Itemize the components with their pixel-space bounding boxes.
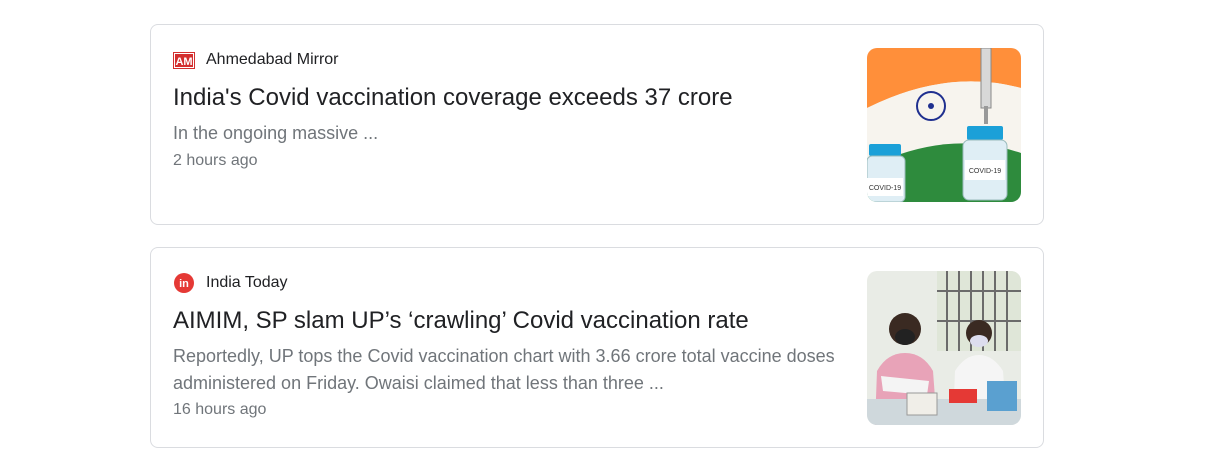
- news-card[interactable]: in India Today AIMIM, SP slam UP’s ‘craw…: [150, 247, 1044, 448]
- news-timestamp: 16 hours ago: [173, 401, 267, 418]
- vial-label: COVID-19: [869, 185, 901, 192]
- news-snippet: In the ongoing massive ...: [173, 123, 379, 143]
- vaccine-vials-india-flag-image[interactable]: COVID-19 COVID-19: [867, 48, 1021, 202]
- news-source: in India Today: [173, 272, 288, 294]
- vaccination-centre-health-workers-image[interactable]: [867, 271, 1021, 425]
- source-name: Ahmedabad Mirror: [206, 51, 339, 68]
- vial-label: COVID-19: [969, 168, 1001, 175]
- news-headline-link[interactable]: AIMIM, SP slam UP’s ‘crawling’ Covid vac…: [173, 307, 749, 334]
- news-card[interactable]: AM Ahmedabad Mirror India's Covid vaccin…: [150, 24, 1044, 225]
- news-snippet: Reportedly, UP tops the Covid vaccinatio…: [173, 346, 835, 393]
- news-headline-link[interactable]: India's Covid vaccination coverage excee…: [173, 84, 733, 111]
- source-logo-text: AM: [175, 56, 192, 68]
- source-logo-text: in: [179, 278, 189, 290]
- news-source: AM Ahmedabad Mirror: [173, 49, 339, 71]
- source-name: India Today: [206, 274, 288, 291]
- india-today-logo-icon: in: [173, 273, 195, 293]
- ahmedabad-mirror-logo-icon: AM: [173, 51, 195, 69]
- news-timestamp: 2 hours ago: [173, 152, 258, 169]
